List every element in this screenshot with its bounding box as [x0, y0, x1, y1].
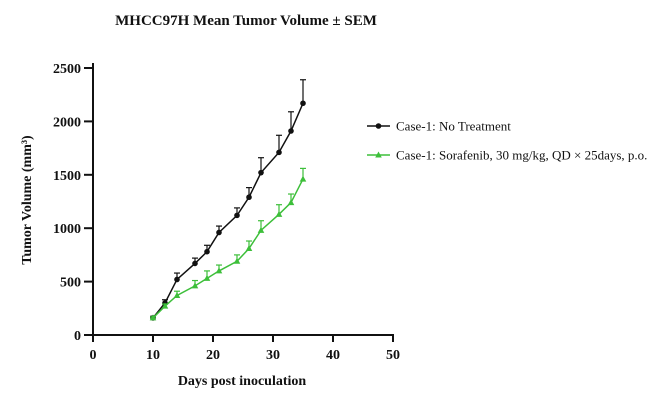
legend-marker	[375, 151, 382, 158]
data-point	[287, 199, 295, 206]
series-1	[150, 79, 306, 321]
data-point	[233, 257, 241, 264]
series-layer	[149, 79, 307, 321]
data-point	[149, 314, 157, 321]
y-tick-label: 1000	[53, 222, 81, 237]
legend: Case-1: No Treatment Case-1: Sorafenib, 3…	[367, 119, 647, 163]
data-point	[288, 128, 294, 134]
x-tick-label: 20	[206, 348, 220, 363]
y-tick-label: 0	[74, 329, 81, 344]
data-point	[204, 248, 210, 255]
y-axis-label: Tumor Volume (mm³)	[20, 135, 35, 265]
x-axis-label: Days post inoculation	[178, 374, 307, 389]
y-tick-label: 2500	[53, 62, 81, 77]
data-point	[299, 175, 307, 182]
legend-label: Case-1: Sorafenib, 30 mg/kg, QD × 25days…	[396, 148, 647, 163]
data-point	[276, 149, 282, 156]
data-point	[257, 226, 265, 233]
data-point	[174, 276, 180, 283]
data-point	[203, 274, 211, 281]
y-tick-label: 500	[60, 276, 81, 291]
data-point	[300, 100, 306, 107]
data-point	[216, 229, 222, 236]
y-tick-label: 1500	[53, 169, 81, 184]
data-point	[173, 291, 181, 298]
legend-label: Case-1: No Treatment	[396, 119, 511, 134]
series-line	[152, 102, 304, 319]
data-point	[245, 244, 253, 251]
data-point	[234, 212, 240, 219]
axes	[84, 63, 394, 339]
data-point	[258, 169, 264, 176]
x-tick-label: 10	[146, 348, 160, 363]
data-point	[275, 210, 283, 217]
x-tick-label: 50	[386, 348, 400, 363]
series-2	[149, 167, 307, 321]
data-point	[246, 194, 252, 201]
chart-title: MHCC97H Mean Tumor Volume ± SEM	[115, 13, 377, 29]
data-point	[191, 282, 199, 289]
x-tick-label: 40	[326, 348, 340, 363]
data-point	[192, 260, 198, 267]
x-tick-label: 0	[90, 348, 97, 363]
data-point	[215, 267, 223, 274]
y-tick-label: 2000	[53, 115, 81, 130]
legend-marker	[375, 123, 382, 129]
x-tick-label: 30	[266, 348, 280, 363]
data-point	[161, 302, 169, 309]
